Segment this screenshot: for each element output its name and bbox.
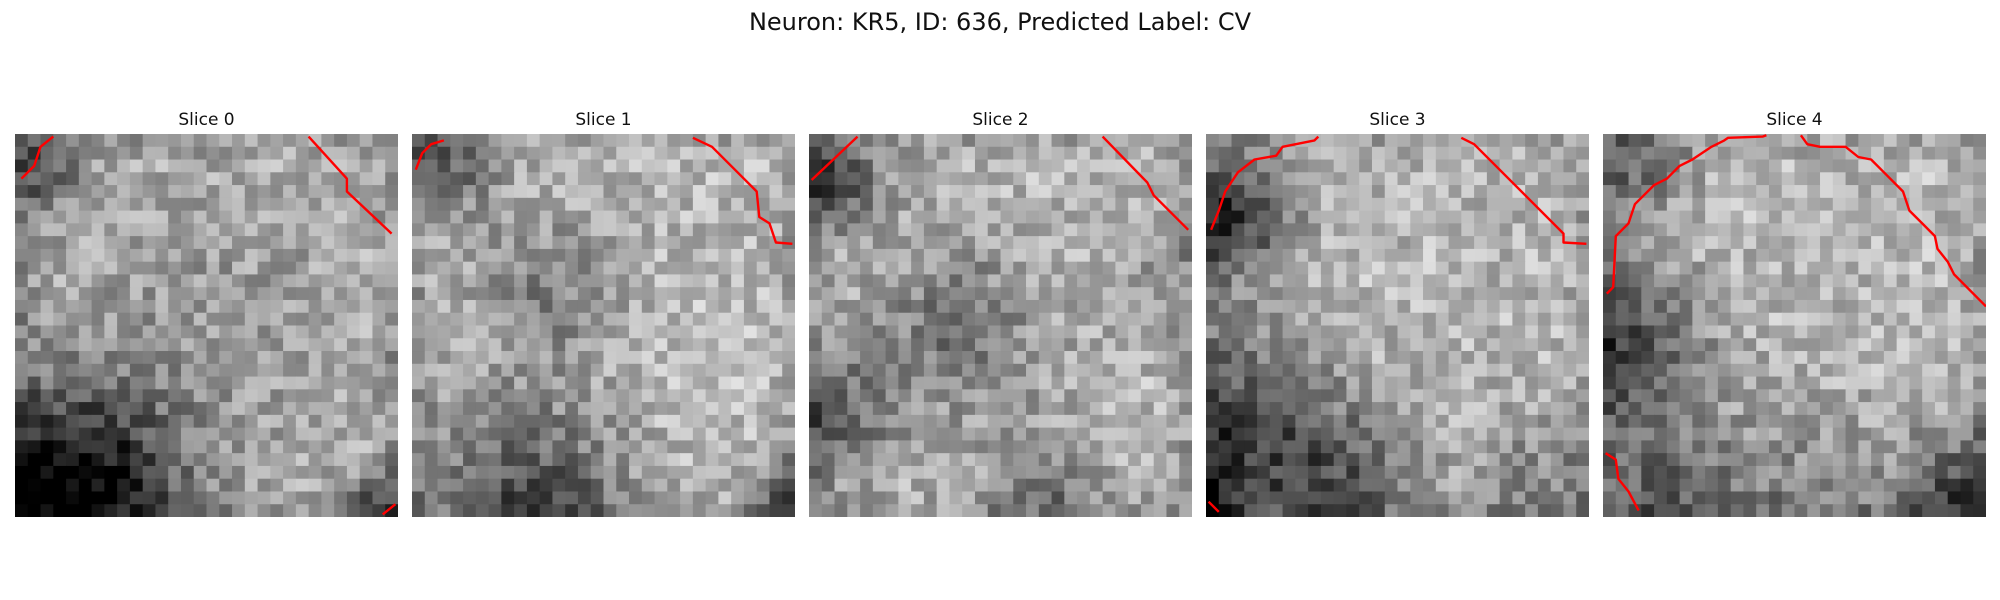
slice-title-4: Slice 4 (1766, 110, 1823, 130)
slice-image-3 (1206, 134, 1589, 517)
contour-line-2 (1207, 500, 1220, 513)
contour-line-1 (692, 136, 793, 245)
pixel-grid (412, 134, 795, 517)
pixel-grid (1206, 134, 1589, 517)
slice-image-4 (1603, 134, 1986, 517)
slice-title-3: Slice 3 (1369, 110, 1426, 130)
pixel-grid (1603, 134, 1986, 517)
contour-line-2 (381, 503, 397, 516)
contour-line-1 (1101, 135, 1190, 231)
contour-line-1 (307, 135, 393, 235)
slice-image-0 (15, 134, 398, 517)
contour-line-0 (1209, 135, 1320, 231)
slice-title-0: Slice 0 (178, 110, 235, 130)
contour-line-0 (810, 135, 859, 181)
slice-title-2: Slice 2 (972, 110, 1029, 130)
pixel-grid (15, 134, 398, 517)
contour-line-0 (414, 139, 445, 171)
contour-line-1 (1799, 134, 1986, 308)
contour-line-2 (1604, 452, 1640, 512)
slice-title-1: Slice 1 (575, 110, 632, 130)
figure-title: Neuron: KR5, ID: 636, Predicted Label: C… (748, 8, 1252, 36)
contour-line-0 (20, 135, 55, 180)
slice-image-2 (809, 134, 1192, 517)
contour-line-0 (1605, 134, 1767, 295)
pixel-grid (809, 134, 1192, 517)
contour-line-1 (1460, 136, 1587, 245)
slice-image-1 (412, 134, 795, 517)
